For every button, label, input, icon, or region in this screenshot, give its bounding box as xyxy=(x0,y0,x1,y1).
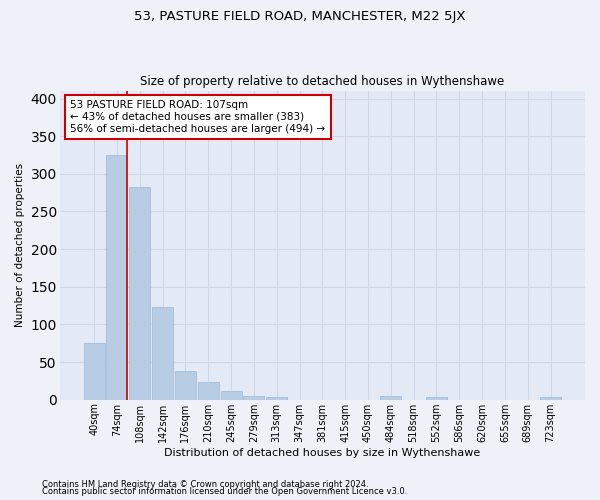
Text: 53, PASTURE FIELD ROAD, MANCHESTER, M22 5JX: 53, PASTURE FIELD ROAD, MANCHESTER, M22 … xyxy=(134,10,466,23)
Text: Contains HM Land Registry data © Crown copyright and database right 2024.: Contains HM Land Registry data © Crown c… xyxy=(42,480,368,489)
Bar xyxy=(266,398,287,400)
Bar xyxy=(244,396,265,400)
Bar xyxy=(83,343,104,400)
Bar xyxy=(540,398,561,400)
Bar xyxy=(129,186,150,400)
Bar xyxy=(426,398,447,400)
Y-axis label: Number of detached properties: Number of detached properties xyxy=(15,164,25,328)
Bar xyxy=(152,307,173,400)
Bar xyxy=(175,371,196,400)
Bar xyxy=(198,382,219,400)
Bar xyxy=(106,155,127,400)
Bar xyxy=(380,396,401,400)
Text: 53 PASTURE FIELD ROAD: 107sqm
← 43% of detached houses are smaller (383)
56% of : 53 PASTURE FIELD ROAD: 107sqm ← 43% of d… xyxy=(70,100,325,134)
Text: Contains public sector information licensed under the Open Government Licence v3: Contains public sector information licen… xyxy=(42,487,407,496)
Title: Size of property relative to detached houses in Wythenshawe: Size of property relative to detached ho… xyxy=(140,76,505,88)
Bar xyxy=(221,392,242,400)
X-axis label: Distribution of detached houses by size in Wythenshawe: Distribution of detached houses by size … xyxy=(164,448,481,458)
